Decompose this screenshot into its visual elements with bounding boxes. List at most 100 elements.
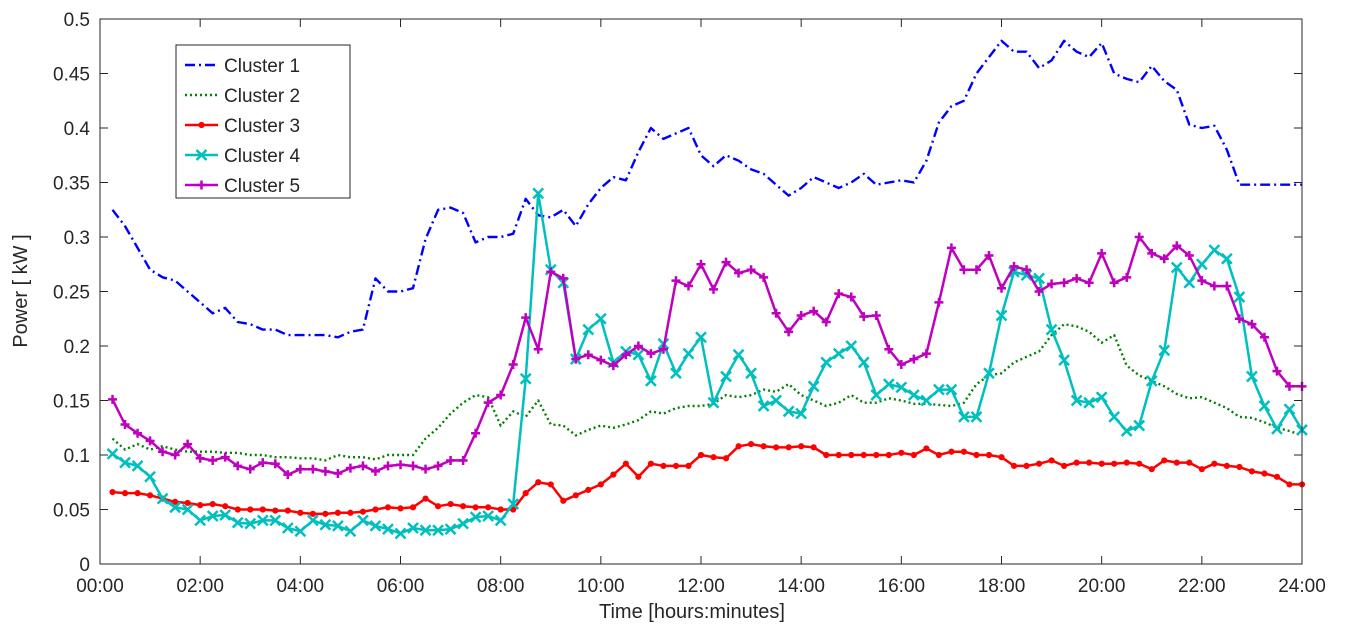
series-line xyxy=(111,39,1302,339)
data-point xyxy=(1033,272,1045,285)
data-point xyxy=(1109,278,1119,288)
data-point xyxy=(645,374,657,387)
data-point xyxy=(1273,473,1281,480)
legend-label: Cluster 4 xyxy=(224,146,300,167)
data-point xyxy=(259,506,266,513)
series-5 xyxy=(108,232,1307,480)
data-point xyxy=(672,462,680,469)
data-point xyxy=(1284,381,1294,391)
data-point xyxy=(835,451,842,459)
series-2 xyxy=(111,323,1303,462)
tick-marks xyxy=(99,18,1303,565)
legend-marker xyxy=(195,149,208,161)
data-point xyxy=(220,452,230,462)
data-point xyxy=(532,187,545,200)
data-point xyxy=(720,370,732,383)
data-point xyxy=(670,367,682,380)
data-point xyxy=(394,527,407,540)
x-tick-label: 10:00 xyxy=(577,576,625,597)
x-tick-label: 04:00 xyxy=(277,576,325,597)
data-point xyxy=(222,503,229,510)
data-point xyxy=(558,273,568,283)
data-point xyxy=(610,471,617,478)
data-point xyxy=(997,283,1006,293)
data-point xyxy=(582,323,595,336)
data-point xyxy=(795,407,808,420)
data-point xyxy=(434,503,442,510)
data-point xyxy=(633,341,643,351)
data-point xyxy=(695,331,707,344)
data-point xyxy=(396,460,405,470)
data-point xyxy=(1248,468,1256,475)
data-point xyxy=(770,394,783,407)
data-point xyxy=(859,312,869,322)
data-point xyxy=(621,350,631,360)
data-point xyxy=(1186,459,1193,466)
y-tick-label: 0.15 xyxy=(53,392,90,413)
data-point xyxy=(682,347,695,360)
data-point xyxy=(384,504,392,511)
data-point xyxy=(494,514,507,527)
data-point xyxy=(1023,462,1030,469)
data-point xyxy=(334,509,341,516)
data-point xyxy=(1173,459,1180,466)
x-tick-label: 02:00 xyxy=(176,576,224,597)
series-3 xyxy=(109,441,1306,517)
data-point xyxy=(519,372,532,385)
data-point xyxy=(358,461,368,471)
data-point xyxy=(948,448,955,455)
data-point xyxy=(882,378,895,391)
data-point xyxy=(546,267,556,277)
y-axis-label: Power [ kW ] xyxy=(10,234,32,347)
data-point xyxy=(1198,466,1205,473)
data-point xyxy=(785,444,792,451)
data-point xyxy=(357,514,369,527)
data-point xyxy=(497,506,504,513)
data-point xyxy=(108,394,118,404)
data-point xyxy=(444,523,457,536)
data-point xyxy=(722,455,730,462)
data-point xyxy=(782,405,795,418)
data-point xyxy=(409,504,417,511)
data-point xyxy=(258,458,268,468)
data-point xyxy=(422,495,429,502)
data-point xyxy=(920,394,933,407)
data-point xyxy=(1234,314,1244,324)
data-point xyxy=(807,380,820,393)
data-point xyxy=(820,356,833,369)
data-point xyxy=(635,473,642,480)
data-point xyxy=(946,243,956,253)
data-point xyxy=(197,502,204,509)
data-point xyxy=(1209,281,1219,291)
data-point xyxy=(535,479,542,486)
data-point xyxy=(332,519,344,532)
data-point xyxy=(507,498,520,510)
y-tick-label: 0.25 xyxy=(53,283,90,304)
data-point xyxy=(860,451,867,459)
data-point xyxy=(269,514,282,527)
data-point xyxy=(1233,291,1246,303)
data-point xyxy=(848,451,855,459)
data-point xyxy=(998,454,1005,461)
data-point xyxy=(1111,460,1118,467)
data-point xyxy=(1271,422,1283,435)
y-tick-label: 0 xyxy=(79,555,90,576)
data-point xyxy=(798,443,805,450)
data-point xyxy=(747,441,755,448)
data-point xyxy=(1172,241,1182,251)
x-tick-label: 20:00 xyxy=(1078,576,1126,597)
data-point xyxy=(683,281,693,291)
data-point xyxy=(594,312,607,325)
data-point xyxy=(1259,332,1269,342)
legend-label: Cluster 5 xyxy=(224,176,300,197)
data-point xyxy=(308,464,318,474)
data-point xyxy=(183,439,193,449)
data-point xyxy=(1086,459,1093,466)
data-point xyxy=(471,428,481,438)
data-point xyxy=(1061,462,1068,469)
data-point xyxy=(134,490,141,497)
data-point xyxy=(121,490,129,497)
data-point xyxy=(784,327,794,337)
data-point xyxy=(270,459,280,469)
